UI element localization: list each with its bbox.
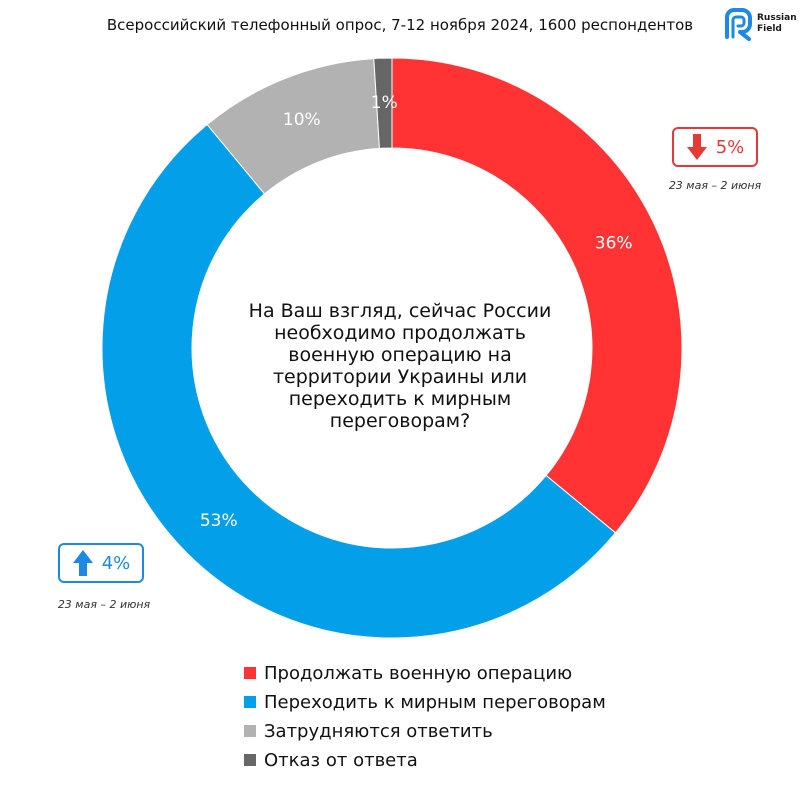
change-badge-increase: 4% bbox=[58, 543, 144, 583]
legend-label: Отказ от ответа bbox=[264, 749, 418, 771]
logo-line1: Russian bbox=[757, 13, 797, 23]
donut-chart: 36% 53% 10% 1% bbox=[101, 57, 683, 639]
legend-swatch bbox=[244, 696, 256, 708]
slice-label-refused: 1% bbox=[371, 93, 398, 113]
legend-label: Продолжать военную операцию bbox=[264, 662, 573, 684]
legend-item-continue: Продолжать военную операцию bbox=[244, 662, 606, 684]
slice-negotiate bbox=[101, 123, 617, 639]
slice-label-negotiate: 53% bbox=[200, 511, 238, 531]
russian-field-logo: Russian Field bbox=[723, 7, 797, 43]
legend-item-refused: Отказ от ответа bbox=[244, 749, 606, 771]
slice-continue bbox=[391, 57, 683, 534]
legend-label: Затрудняются ответить bbox=[264, 720, 493, 742]
legend-swatch bbox=[244, 667, 256, 679]
legend-label: Переходить к мирным переговорам bbox=[264, 691, 606, 713]
legend-item-undecided: Затрудняются ответить bbox=[244, 720, 606, 742]
legend-swatch bbox=[244, 754, 256, 766]
change-value-decrease: 5% bbox=[715, 136, 745, 158]
logo-line2: Field bbox=[757, 24, 782, 34]
legend-swatch bbox=[244, 725, 256, 737]
slice-label-continue: 36% bbox=[595, 234, 633, 254]
logo-icon bbox=[725, 8, 752, 41]
logo-text: Russian Field bbox=[757, 13, 797, 35]
change-period-increase: 23 мая – 2 июня bbox=[57, 598, 151, 611]
arrow-up-icon bbox=[72, 550, 93, 576]
change-badge-decrease: 5% bbox=[672, 127, 758, 167]
change-period-decrease: 23 мая – 2 июня bbox=[668, 179, 762, 192]
slice-label-undecided: 10% bbox=[283, 110, 321, 130]
chart-question: На Ваш взгляд, сейчас России необходимо … bbox=[248, 300, 552, 432]
chart-legend: Продолжать военную операцию Переходить к… bbox=[244, 662, 606, 778]
slice-refused bbox=[373, 57, 393, 149]
page-title: Всероссийский телефонный опрос, 7-12 ноя… bbox=[106, 16, 694, 34]
legend-item-negotiate: Переходить к мирным переговорам bbox=[244, 691, 606, 713]
change-value-increase: 4% bbox=[101, 552, 131, 574]
arrow-down-icon bbox=[686, 134, 707, 160]
